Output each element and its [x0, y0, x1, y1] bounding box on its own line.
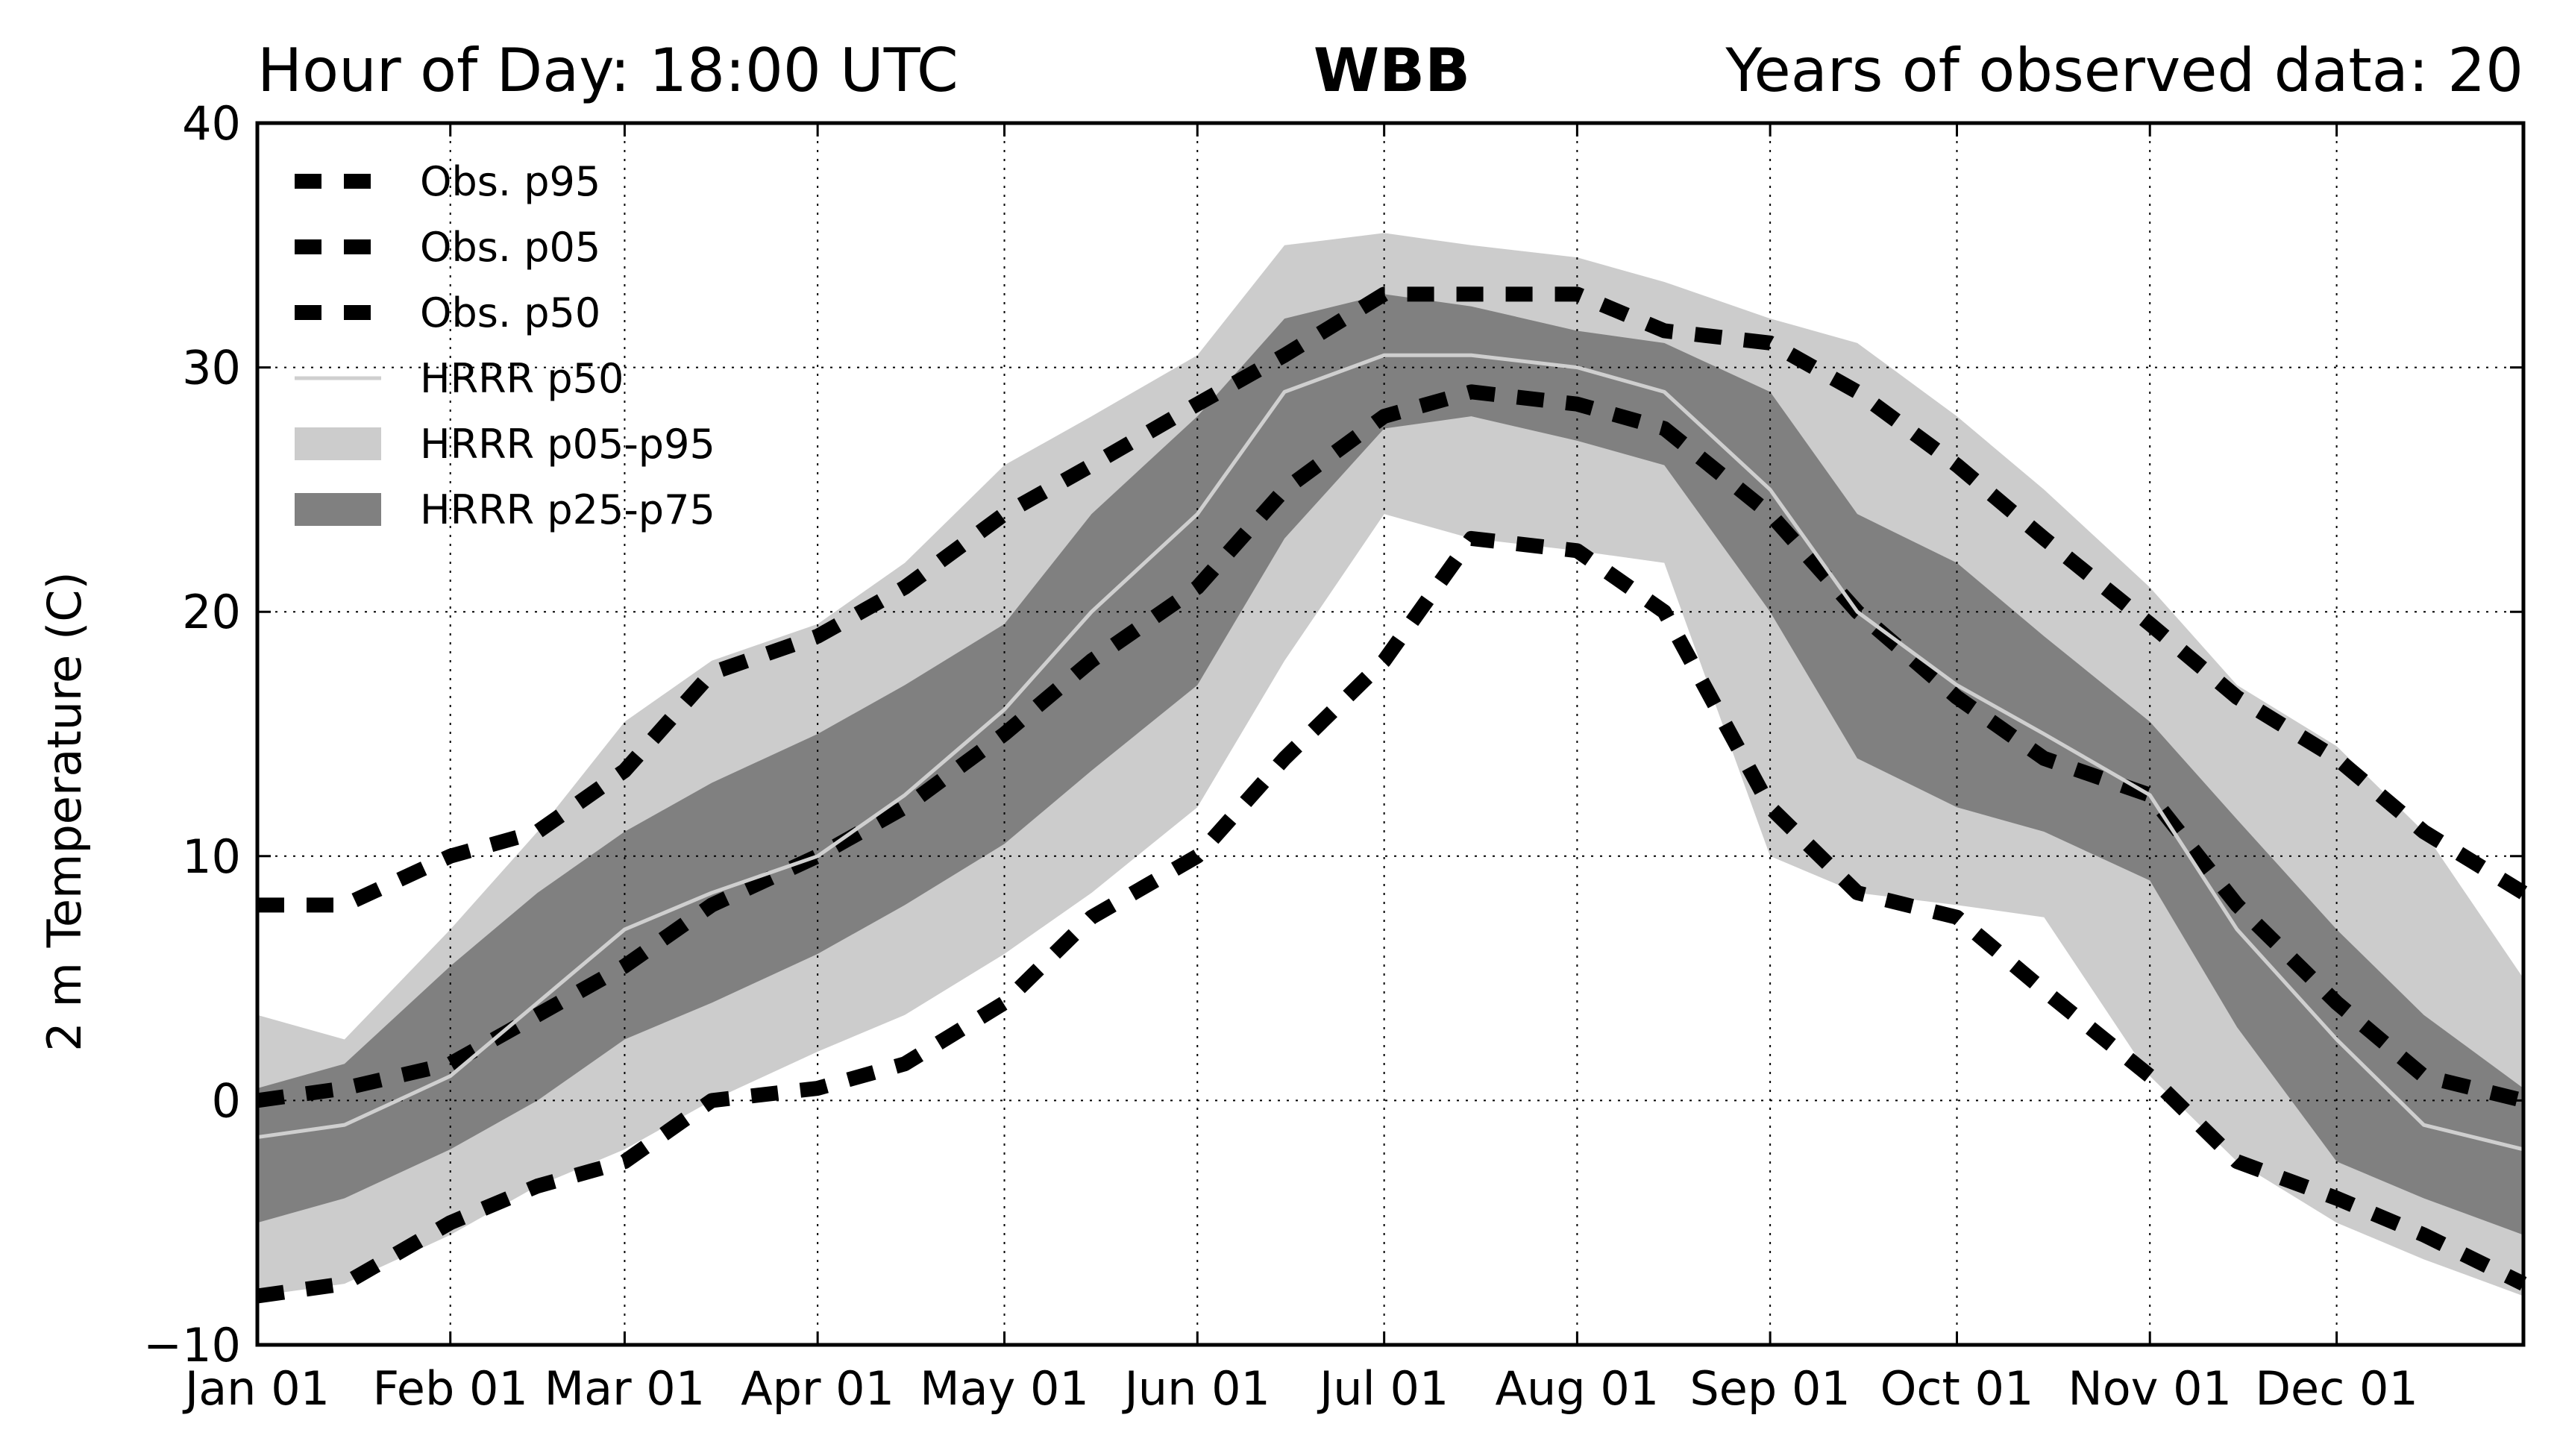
chart-title: WBB — [1314, 36, 1470, 105]
x-tick-label: Sep 01 — [1689, 1361, 1850, 1416]
hrrr-bands — [257, 233, 2523, 1296]
legend-item-obs-p50: Obs. p50 — [295, 289, 600, 336]
legend-label: HRRR p25-p75 — [420, 486, 715, 533]
header-hour-label: Hour of Day: 18:00 UTC — [257, 36, 958, 105]
x-tick-label: Nov 01 — [2068, 1361, 2232, 1416]
x-axis-ticks: Jan 01 Feb 01 Mar 01 Apr 01 May 01 Jun 01 Jul … — [182, 123, 2418, 1416]
line-obs-p05 — [256, 530, 2527, 1304]
legend-item-hrrr-p25-p75: HRRR p25-p75 — [295, 486, 715, 533]
legend-swatch — [295, 427, 381, 460]
band-hrrr-p05-p95 — [257, 233, 2523, 1296]
x-tick-label: Jan 01 — [182, 1361, 330, 1416]
x-tick-label: Feb 01 — [373, 1361, 528, 1416]
legend-swatch — [295, 493, 381, 526]
x-tick-label: Apr 01 — [741, 1361, 894, 1416]
x-tick-label: Oct 01 — [1880, 1361, 2034, 1416]
series-lines — [256, 286, 2528, 1304]
x-tick-label: Aug 01 — [1496, 1361, 1660, 1416]
y-axis-label: 2 m Temperature (C) — [37, 571, 92, 1051]
legend-label: HRRR p50 — [420, 355, 624, 402]
y-tick-label: 20 — [182, 585, 241, 639]
x-tick-label: Jul 01 — [1317, 1361, 1449, 1416]
y-tick-label: 40 — [182, 96, 241, 151]
y-tick-label: −10 — [143, 1318, 241, 1372]
legend-item-hrrr-p05-p95: HRRR p05-p95 — [295, 421, 715, 468]
y-tick-label: 10 — [182, 829, 241, 884]
legend-label: HRRR p05-p95 — [420, 421, 715, 468]
band-hrrr-p25-p75 — [257, 294, 2523, 1235]
legend-label: Obs. p05 — [420, 224, 600, 271]
x-tick-label: Jun 01 — [1122, 1361, 1270, 1416]
line-obs-p95 — [257, 286, 2528, 913]
legend-label: Obs. p50 — [420, 289, 600, 336]
y-tick-label: 0 — [212, 1073, 241, 1128]
legend-item-obs-p95: Obs. p95 — [295, 158, 600, 205]
y-tick-label: 30 — [182, 341, 241, 395]
legend: Obs. p95 Obs. p05 Obs. p50 HRRR p50 HRRR p05… — [295, 158, 715, 533]
legend-item-obs-p05: Obs. p05 — [295, 224, 600, 271]
legend-item-hrrr-p50: HRRR p50 — [295, 355, 624, 402]
x-tick-label: Dec 01 — [2255, 1361, 2418, 1416]
plot-frame — [255, 121, 2526, 1347]
y-axis-ticks: 40 30 20 10 0 −10 — [143, 96, 2523, 1372]
legend-label: Obs. p95 — [420, 158, 600, 205]
x-tick-label: Mar 01 — [545, 1361, 706, 1416]
line-obs-p50 — [256, 384, 2526, 1108]
line-hrrr-p50 — [257, 353, 2524, 1152]
x-tick-label: May 01 — [920, 1361, 1089, 1416]
header-years-label: Years of observed data: 20 — [1725, 36, 2523, 105]
axes — [255, 121, 2526, 1347]
